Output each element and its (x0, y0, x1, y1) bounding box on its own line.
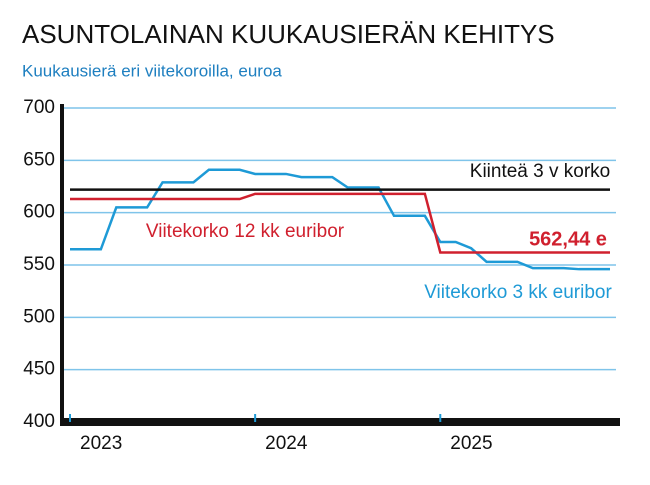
x-axis (62, 418, 620, 426)
y-tick-label: 500 (23, 306, 55, 327)
series-label: Viitekorko 12 kk euribor (146, 221, 345, 242)
y-tick-label: 650 (23, 149, 55, 170)
y-tick-label: 600 (23, 202, 55, 223)
series-label: Viitekorko 3 kk euribor (424, 282, 612, 303)
y-tick-label: 700 (23, 97, 55, 118)
y-tick-label: 400 (23, 411, 55, 432)
series-label: Kiinteä 3 v korko (470, 161, 610, 182)
x-tick-label: 2023 (80, 433, 122, 454)
line-series (70, 168, 610, 271)
x-tick-label: 2024 (265, 433, 308, 454)
chart-subtitle: Kuukausierä eri viitekoroilla, euroa (22, 61, 282, 80)
line-series (70, 192, 610, 254)
y-tick-label: 450 (23, 359, 55, 380)
x-tick-label: 2025 (450, 433, 492, 454)
chart-title: ASUNTOLAINAN KUUKAUSIERÄN KEHITYS (22, 19, 555, 49)
annotation: 562,44 e (529, 228, 607, 250)
y-tick-label: 550 (23, 254, 55, 275)
